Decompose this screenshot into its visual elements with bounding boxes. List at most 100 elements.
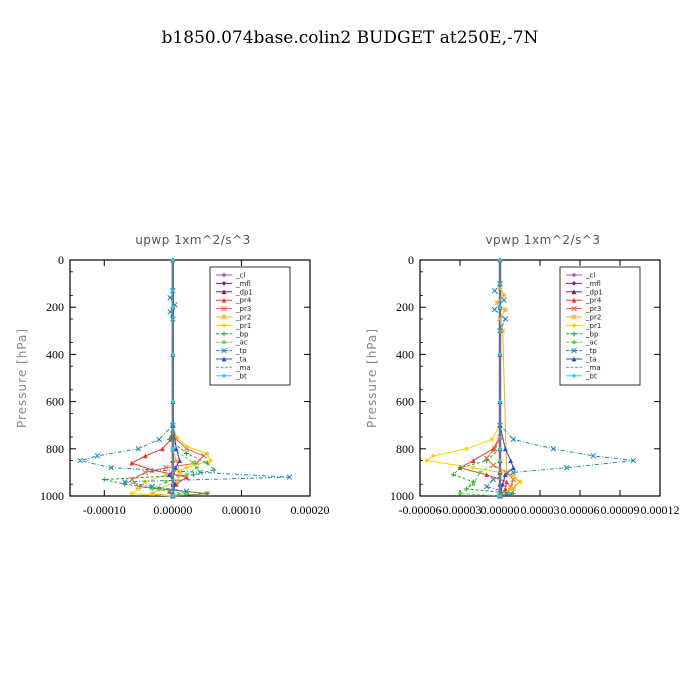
legend-marker — [571, 305, 577, 312]
legend-label: _pr2 — [235, 314, 251, 322]
y-tick-label: 800 — [396, 442, 414, 456]
data-point — [183, 488, 190, 495]
legend-marker — [572, 323, 576, 328]
legend-label: _bp — [235, 330, 249, 338]
legend-marker — [572, 340, 576, 345]
data-point — [502, 316, 509, 322]
y-tick-label: 200 — [46, 300, 64, 314]
data-point — [630, 457, 637, 464]
data-point — [502, 306, 509, 313]
data-point — [491, 446, 498, 452]
data-point — [590, 453, 597, 459]
data-point — [174, 435, 179, 439]
data-point — [195, 465, 199, 470]
data-point — [184, 474, 189, 480]
legend-item: _bp — [566, 330, 599, 338]
data-point — [498, 494, 502, 498]
legend-marker — [222, 374, 226, 378]
data-point — [550, 446, 557, 452]
data-point — [191, 472, 196, 478]
legend-marker — [221, 297, 227, 303]
data-point — [503, 469, 510, 476]
legend-marker — [221, 356, 227, 362]
legend-item: _tp — [216, 347, 247, 355]
data-point — [171, 352, 175, 357]
data-point — [94, 453, 101, 459]
legend-label: _tp — [235, 347, 247, 355]
series-line — [496, 288, 521, 497]
data-point — [171, 258, 175, 262]
data-point — [171, 399, 175, 404]
data-point — [483, 483, 490, 490]
x-tick-label: 0.00009 — [601, 503, 640, 517]
data-point — [464, 447, 469, 451]
data-point — [504, 479, 510, 485]
legend-label: _cl — [235, 272, 245, 280]
legend-item: _ma — [566, 364, 601, 372]
data-point — [478, 470, 482, 475]
legend-marker — [221, 314, 227, 320]
data-point — [163, 464, 169, 471]
data-point — [211, 467, 217, 473]
data-point — [184, 451, 189, 456]
data-point — [508, 458, 514, 463]
data-point — [498, 305, 502, 310]
data-point — [184, 465, 189, 470]
legend-label: _ma — [585, 364, 601, 372]
legend-item: _bt — [566, 372, 597, 380]
data-point — [510, 486, 517, 492]
legend-label: _cl — [585, 272, 595, 280]
legend-item: _pr2 — [566, 314, 601, 322]
legend-label: _ma — [235, 364, 251, 372]
legend-label: _pr4 — [585, 297, 602, 305]
data-point — [507, 490, 514, 497]
x-tick-label: 0.00006 — [561, 503, 600, 517]
legend-marker — [571, 314, 577, 320]
legend-label: _tp — [585, 347, 597, 355]
y-tick-label: 800 — [46, 442, 64, 456]
data-point — [135, 446, 142, 452]
data-point — [204, 491, 210, 497]
legend-item: _pr4 — [216, 297, 252, 305]
legend-item: _pr1 — [216, 322, 251, 330]
y-tick-label: 200 — [396, 300, 414, 314]
y-tick-label: 400 — [46, 347, 64, 361]
data-point — [491, 306, 498, 313]
data-point — [490, 476, 497, 483]
x-tick-label: 0.00012 — [641, 503, 680, 517]
series-line — [425, 424, 521, 497]
data-point — [171, 305, 175, 310]
data-point — [510, 491, 516, 497]
legend-marker — [221, 305, 227, 312]
legend-item: _ta — [216, 356, 247, 364]
data-point — [470, 458, 476, 463]
legend-item: _pr3 — [566, 305, 601, 313]
legend-label: _pr1 — [585, 322, 601, 330]
legend-marker — [221, 281, 227, 286]
data-point — [171, 494, 175, 498]
legend-marker — [222, 323, 226, 328]
y-tick-label: 0 — [58, 253, 64, 267]
legend-label: _dp1 — [585, 288, 603, 296]
legend-item: _pr4 — [566, 297, 602, 305]
plot-frame — [69, 259, 311, 497]
legend-label: _mfl — [235, 280, 251, 288]
data-point — [502, 472, 508, 478]
data-point — [471, 465, 476, 470]
data-point — [458, 491, 462, 496]
legend-marker — [572, 273, 576, 277]
data-point — [191, 461, 196, 465]
x-tick-label: 0.00010 — [222, 503, 261, 517]
legend-marker — [571, 347, 577, 354]
data-point — [200, 453, 207, 459]
legend-label: _pr2 — [585, 314, 601, 322]
data-point — [464, 486, 470, 492]
data-point — [184, 444, 189, 449]
data-point — [108, 464, 114, 471]
data-point — [510, 469, 517, 476]
figure-title: b1850.074base.colin2 BUDGET at250E,-7N — [162, 28, 539, 48]
data-point — [431, 454, 436, 458]
data-point — [499, 328, 506, 334]
chart-panel-vpwp: vpwp 1xm^2/s^3 Pressure [hPa] 0 200 400 600… — [365, 233, 680, 517]
